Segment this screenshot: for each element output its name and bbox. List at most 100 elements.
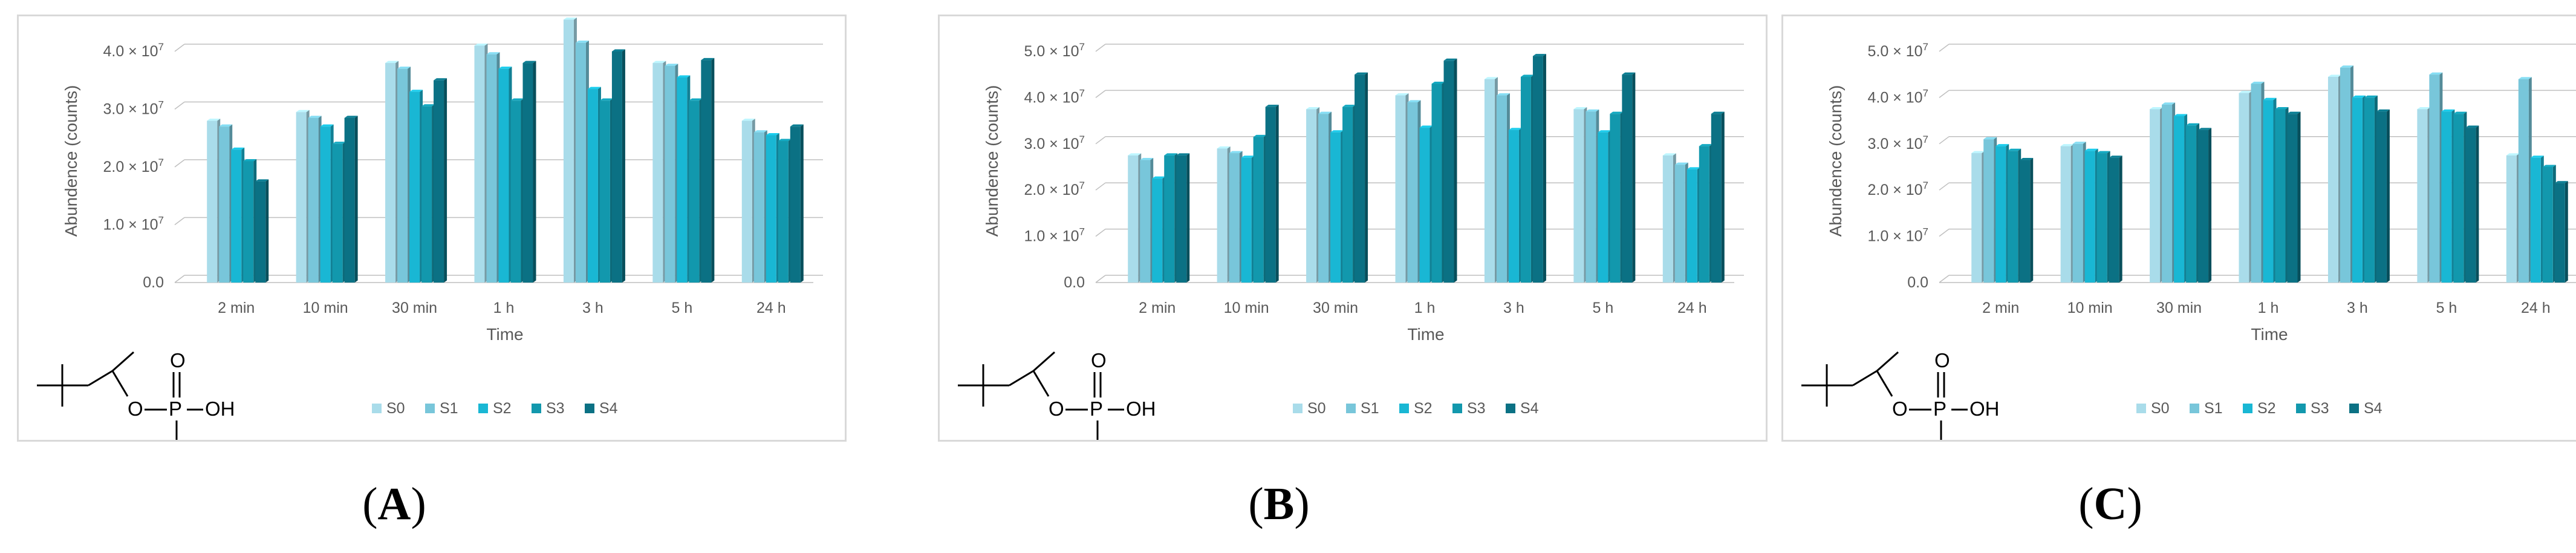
chem-atom-label: O — [1934, 349, 1950, 371]
bar-top-S3 — [1431, 81, 1445, 84]
legend-swatch-S0 — [1293, 404, 1303, 413]
bar-top-S2 — [320, 124, 334, 127]
y-tick-label: 3.0 × 107 — [1867, 134, 1928, 152]
legend-label-S1: S1 — [1361, 400, 1379, 417]
bar-side-S4 — [265, 179, 269, 283]
chart-panel-a: 0.0 1.0 × 107 2.0 × 107 3.0 × 107 4.0 × 107 A… — [17, 15, 847, 442]
x-tick-label: 10 min — [1224, 299, 1269, 316]
bar-top-S2 — [1686, 167, 1700, 169]
bar-S3 — [2186, 125, 2197, 283]
bar-top-S0 — [1128, 153, 1142, 155]
bar-S3 — [421, 106, 432, 283]
bar-top-S4 — [2554, 181, 2568, 183]
y-axis-title: Abundence (counts) — [983, 85, 1001, 237]
bar-top-S4 — [522, 61, 536, 64]
phosphonic-acid-structure-icon: O P O OH — [37, 349, 235, 440]
bar-S2 — [2352, 97, 2363, 283]
bar-top-S1 — [2251, 81, 2265, 84]
bar-top-S3 — [1699, 144, 1712, 146]
bar-S0 — [1484, 79, 1495, 283]
chart-panel-c: 0.0 1.0 × 107 2.0 × 107 3.0 × 107 4.0 × 107 5… — [1781, 15, 2576, 442]
bar-S4 — [434, 80, 444, 283]
chem-bond — [112, 351, 134, 372]
bar-top-S4 — [1355, 72, 1368, 75]
chem-atom-label: OH — [1126, 398, 1156, 420]
panel-label-c: (C) — [1989, 478, 2231, 531]
bar-top-S3 — [778, 139, 792, 142]
bar-top-S2 — [2263, 97, 2277, 100]
bar-S0 — [385, 63, 396, 283]
y-tick-exponent: 7 — [1079, 41, 1085, 53]
y-axis-title: Abundence (counts) — [62, 85, 80, 237]
bar-top-S2 — [2352, 95, 2366, 98]
bar-S4 — [1355, 74, 1365, 283]
bar-top-S1 — [1496, 93, 1510, 96]
bar-top-S1 — [2429, 72, 2443, 75]
bar-top-S4 — [611, 49, 625, 51]
y-tick-exponent: 7 — [1079, 87, 1085, 99]
bar-side-S4 — [2565, 181, 2568, 283]
x-tick-label: 24 h — [2521, 299, 2551, 316]
bar-top-S0 — [1662, 153, 1676, 155]
bar-top-S0 — [2506, 153, 2520, 155]
bar-S1 — [1674, 165, 1685, 283]
x-tick-label: 30 min — [2156, 299, 2202, 316]
bar-top-S1 — [1318, 111, 1332, 114]
bar-side-S4 — [711, 57, 715, 283]
bar-top-S2 — [2084, 148, 2098, 151]
bar-top-S4 — [701, 57, 715, 61]
legend-swatch-S2 — [1399, 404, 1409, 413]
legend-label-S3: S3 — [2311, 400, 2329, 417]
y-tick-exponent: 7 — [1923, 226, 1928, 238]
bar-S2 — [1686, 169, 1697, 283]
x-tick-label: 5 h — [1592, 299, 1613, 316]
bar-S0 — [1573, 109, 1584, 283]
y-tick-label: 1.0 × 107 — [103, 215, 164, 234]
bar-S3 — [2096, 153, 2107, 283]
bar-top-S0 — [1484, 77, 1498, 79]
y-tick-mantissa: 3.0 × 10 — [1867, 136, 1922, 152]
bar-top-S1 — [1229, 151, 1243, 154]
bar-S4 — [344, 117, 355, 283]
bar-S2 — [1330, 132, 1341, 283]
legend-label-S1: S1 — [440, 400, 458, 417]
legend-label-S4: S4 — [599, 400, 618, 417]
bar-S3 — [599, 100, 610, 283]
bar-S3 — [1431, 83, 1442, 283]
x-tick-label: 5 h — [2436, 299, 2457, 316]
bar-S3 — [1520, 77, 1531, 283]
gridline-depth — [1095, 90, 1106, 98]
gridline-depth — [1095, 275, 1106, 283]
bar-top-S4 — [434, 78, 447, 80]
bar-top-S3 — [2186, 123, 2200, 126]
bar-S0 — [1395, 95, 1406, 283]
panel-label-letter: B — [1263, 479, 1295, 529]
bar-top-S2 — [409, 90, 423, 92]
panel-label-a: (A) — [273, 478, 515, 531]
bar-top-S3 — [243, 159, 257, 162]
bar-S4 — [790, 126, 801, 283]
bar-S3 — [510, 100, 521, 283]
bar-S2 — [320, 126, 331, 283]
bar-top-S2 — [587, 87, 601, 90]
bar-S0 — [2417, 109, 2428, 283]
panel-label-open: ( — [2078, 479, 2094, 529]
bar-top-S3 — [1520, 74, 1534, 77]
bar-S1 — [575, 42, 586, 283]
y-axis-title: Abundence (counts) — [1826, 85, 1845, 237]
bar-S4 — [701, 60, 712, 283]
bar-S0 — [2150, 109, 2161, 283]
bar-top-S3 — [2364, 95, 2378, 98]
bar-S4 — [522, 63, 533, 283]
bar-top-S2 — [498, 67, 512, 69]
y-tick-mantissa: 0.0 — [1907, 274, 1928, 291]
chem-atom-label: OH — [1969, 398, 2000, 420]
bar-top-S1 — [1586, 109, 1599, 112]
bar-side-S4 — [2208, 128, 2212, 283]
panel-label-close: ) — [411, 479, 426, 529]
bar-side-S4 — [444, 78, 447, 283]
y-tick-mantissa: 4.0 × 10 — [1867, 89, 1922, 106]
y-tick-label: 4.0 × 107 — [1024, 87, 1085, 106]
